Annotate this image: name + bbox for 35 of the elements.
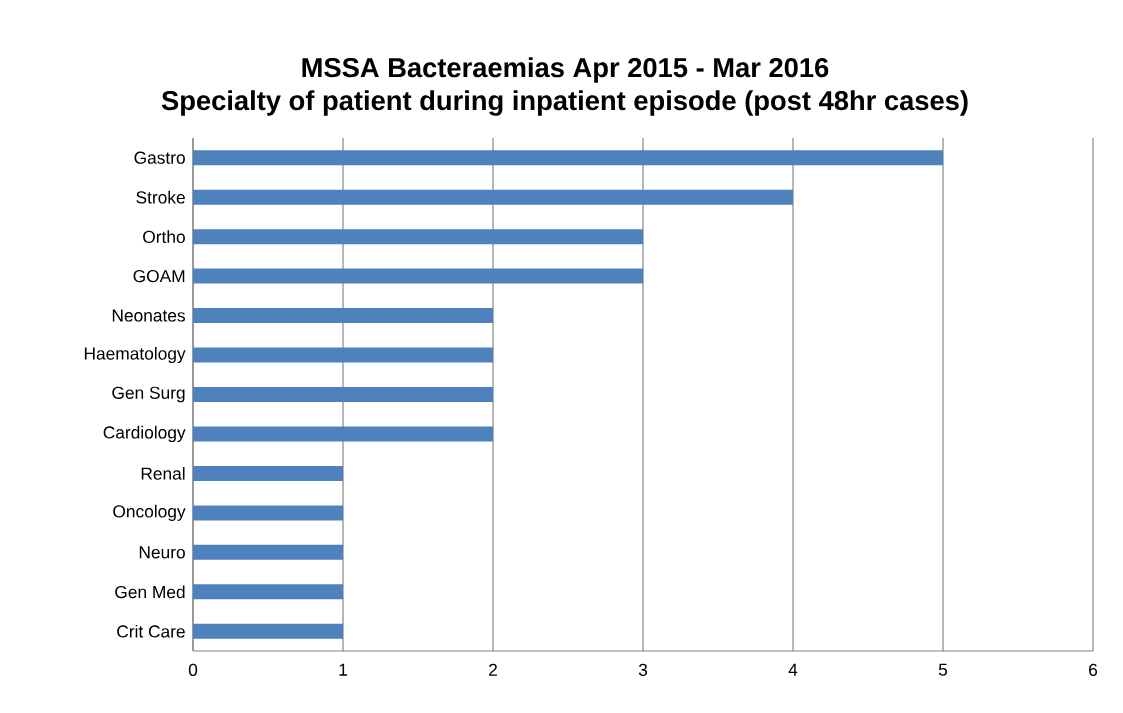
x-tick-label: 3 <box>638 663 648 676</box>
x-tick-label: 2 <box>489 663 497 676</box>
y-tick-label: Neuro <box>139 546 185 559</box>
bar <box>193 189 794 205</box>
y-tick-label: Haematology <box>84 346 186 364</box>
bar <box>193 150 944 166</box>
x-tick-label: 1 <box>339 663 347 676</box>
y-tick-label: Stroke <box>136 190 185 204</box>
y-tick-label: Gen Med <box>115 585 185 599</box>
y-tick-label: Ortho <box>143 230 185 244</box>
y-tick-label: Crit Care <box>117 624 185 638</box>
y-tick-label: Gen Surg <box>112 386 185 403</box>
bar <box>193 347 494 363</box>
bar <box>193 544 344 560</box>
y-tick-label: Cardiology <box>103 425 186 443</box>
bar <box>193 268 644 284</box>
chart-subtitle: Specialty of patient during inpatient episode (post 48hr cases) <box>161 90 968 116</box>
bar <box>193 465 344 481</box>
bar <box>193 505 344 521</box>
bar <box>193 229 644 245</box>
y-tick-label: GOAM <box>133 269 185 283</box>
bar <box>193 308 494 324</box>
y-tick-label: Oncology <box>113 504 186 521</box>
x-tick-label: 6 <box>1089 663 1098 676</box>
x-tick-label: 4 <box>788 663 798 676</box>
y-tick-label: Neonates <box>112 309 185 322</box>
bar <box>193 623 344 639</box>
x-tick-label: 0 <box>188 663 198 676</box>
chart-title: MSSA Bacteraemias Apr 2015 - Mar 2016 <box>302 57 829 83</box>
x-tick-label: 5 <box>938 663 948 676</box>
bar <box>193 387 494 402</box>
y-tick-label: Renal <box>141 467 185 480</box>
y-tick-label: Gastro <box>134 151 185 164</box>
bar <box>193 426 494 442</box>
bar <box>193 584 344 600</box>
